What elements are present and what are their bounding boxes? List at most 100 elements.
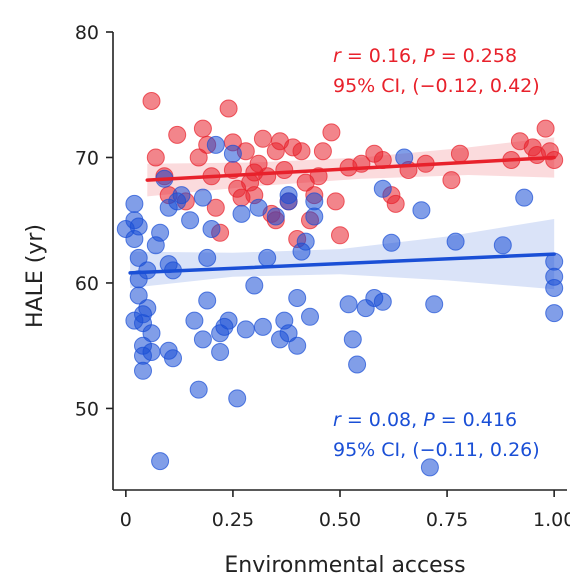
annotation-part: = 0.08,: [341, 409, 423, 431]
stats-annotation: r = 0.16, P = 0.258: [333, 45, 517, 67]
series-1-point: [339, 295, 358, 314]
series-0-fit-line: [145, 155, 556, 182]
series-0-point: [322, 123, 341, 142]
series-1-point: [198, 291, 217, 310]
series-0-point: [326, 192, 345, 211]
stats-annotation: r = 0.08, P = 0.416: [333, 409, 517, 431]
series-1-point: [373, 179, 392, 198]
series-1-point: [236, 320, 255, 339]
series-1-point: [245, 276, 264, 295]
series-1-point: [412, 201, 431, 220]
series-1-point: [301, 307, 319, 326]
series-1-point: [164, 349, 182, 368]
series-1-point: [493, 236, 512, 255]
series-1-point: [134, 361, 152, 380]
series-1-point: [129, 248, 148, 267]
series-1-point: [395, 148, 414, 167]
y-tick-label: 80: [75, 22, 99, 44]
series-1-point: [151, 452, 170, 471]
series-1-point: [515, 188, 534, 207]
series-1-point: [288, 336, 307, 355]
x-tick-label: 0.50: [319, 509, 361, 531]
series-1-point: [545, 304, 564, 323]
y-tick-label: 50: [75, 398, 99, 420]
series-1-point: [343, 330, 362, 349]
x-tick-label: 0: [120, 509, 132, 531]
series-1-point: [202, 220, 221, 238]
series-0-point: [450, 144, 469, 163]
series-0-point: [168, 125, 187, 144]
series-0-point: [206, 198, 225, 217]
series-0-point: [292, 142, 311, 161]
series-1-point: [296, 232, 315, 251]
series-1-point: [185, 311, 204, 330]
series-1-point: [258, 248, 277, 267]
annotation-part: P: [423, 409, 435, 431]
annotation-part: = 0.16,: [341, 45, 423, 67]
x-tick-label: 1.00: [533, 509, 570, 531]
series-0-point: [442, 171, 461, 190]
series-1-point: [223, 144, 242, 163]
series-1-point: [151, 223, 170, 242]
series-1-point: [181, 211, 200, 230]
x-axis-title: Environmental access: [224, 553, 465, 578]
series-1-point: [129, 217, 148, 236]
series-1-point: [142, 324, 161, 343]
series-1-point: [129, 286, 148, 305]
series-0-point: [193, 119, 212, 138]
series-1-point: [198, 248, 217, 267]
series-0-point: [146, 148, 165, 167]
series-1-point: [545, 279, 564, 297]
annotation-part: 95% CI, (−0.11, 0.26): [333, 439, 540, 461]
series-1-point: [138, 299, 157, 318]
series-1-point: [211, 343, 230, 361]
series-1-point: [125, 194, 144, 213]
y-tick-label: 70: [75, 147, 99, 169]
x-tick-label: 0.75: [426, 509, 468, 531]
series-0-point: [331, 226, 349, 245]
series-0-point: [142, 92, 161, 110]
series-0-point: [253, 129, 272, 148]
series-1-point: [425, 295, 444, 314]
y-axis-title: HALE (yr): [23, 224, 48, 328]
annotation-part: = 0.416: [435, 409, 517, 431]
series-0-point: [545, 151, 564, 169]
series-1-point: [382, 233, 401, 252]
series-0-point: [536, 119, 555, 138]
series-0-point: [275, 161, 294, 179]
series-1-point: [193, 330, 212, 349]
annotation-part: r: [333, 409, 342, 431]
series-1-point: [219, 311, 238, 330]
series-1-point: [420, 458, 439, 477]
series-1-point: [228, 389, 247, 408]
series-1-point: [125, 311, 144, 330]
annotation-part: = 0.258: [435, 45, 517, 67]
y-tick-label: 60: [75, 273, 99, 295]
series-0-point: [219, 99, 238, 118]
series-1-point: [305, 192, 324, 211]
series-1-point: [279, 186, 298, 205]
series-1-point: [348, 355, 367, 374]
series-1-point: [172, 186, 191, 205]
series-1-point: [446, 232, 465, 251]
series-0-point: [189, 148, 208, 167]
series-1-point: [232, 204, 251, 223]
x-tick-label: 0.25: [212, 509, 254, 531]
series-1-point: [253, 317, 272, 336]
series-1-point: [142, 343, 161, 361]
series-1-point: [266, 207, 285, 226]
series-1-point: [193, 188, 212, 207]
annotation-part: P: [423, 45, 435, 67]
annotation-part: 95% CI, (−0.12, 0.42): [333, 75, 540, 97]
annotation-part: r: [333, 45, 342, 67]
series-0-point: [386, 194, 405, 213]
stats-annotation: 95% CI, (−0.12, 0.42): [333, 75, 540, 97]
series-1-point: [189, 380, 208, 399]
series-1-point: [206, 135, 225, 154]
series-1-point: [249, 198, 268, 217]
series-1-point: [305, 207, 324, 226]
series-1-point: [288, 289, 307, 307]
series-1-fit-line: [128, 252, 556, 275]
